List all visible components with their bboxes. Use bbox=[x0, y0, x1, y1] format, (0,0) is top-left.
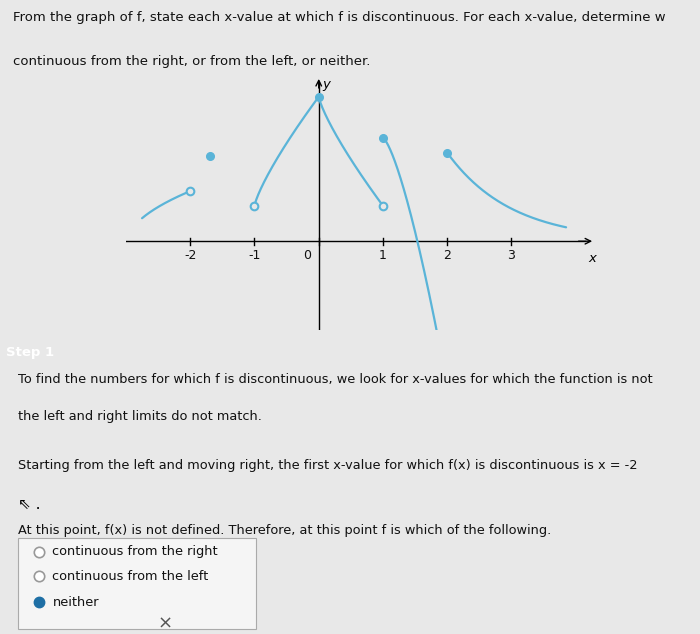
Text: Step 1: Step 1 bbox=[6, 346, 55, 359]
Text: 0: 0 bbox=[303, 249, 312, 262]
Text: neither: neither bbox=[52, 596, 99, 609]
Text: From the graph of f, state each x-value at which f is discontinuous. For each x-: From the graph of f, state each x-value … bbox=[13, 11, 665, 25]
Text: continuous from the right: continuous from the right bbox=[52, 545, 218, 559]
Text: ⇖ .: ⇖ . bbox=[18, 496, 40, 512]
Text: 2: 2 bbox=[443, 249, 452, 262]
Text: At this point, f(x) is not defined. Therefore, at this point f is which of the f: At this point, f(x) is not defined. Ther… bbox=[18, 524, 551, 536]
Text: ×: × bbox=[158, 614, 173, 632]
Text: Starting from the left and moving right, the first x-value for which f(x) is dis: Starting from the left and moving right,… bbox=[18, 459, 637, 472]
Text: y: y bbox=[323, 78, 330, 91]
Text: continuous from the right, or from the left, or neither.: continuous from the right, or from the l… bbox=[13, 55, 370, 68]
Text: 1: 1 bbox=[379, 249, 387, 262]
Text: 3: 3 bbox=[508, 249, 515, 262]
Text: the left and right limits do not match.: the left and right limits do not match. bbox=[18, 410, 261, 424]
Text: x: x bbox=[588, 252, 596, 265]
Text: continuous from the left: continuous from the left bbox=[52, 569, 209, 583]
Text: -2: -2 bbox=[184, 249, 197, 262]
Text: -1: -1 bbox=[248, 249, 260, 262]
FancyBboxPatch shape bbox=[18, 538, 255, 629]
Text: To find the numbers for which f is discontinuous, we look for x-values for which: To find the numbers for which f is disco… bbox=[18, 373, 652, 385]
